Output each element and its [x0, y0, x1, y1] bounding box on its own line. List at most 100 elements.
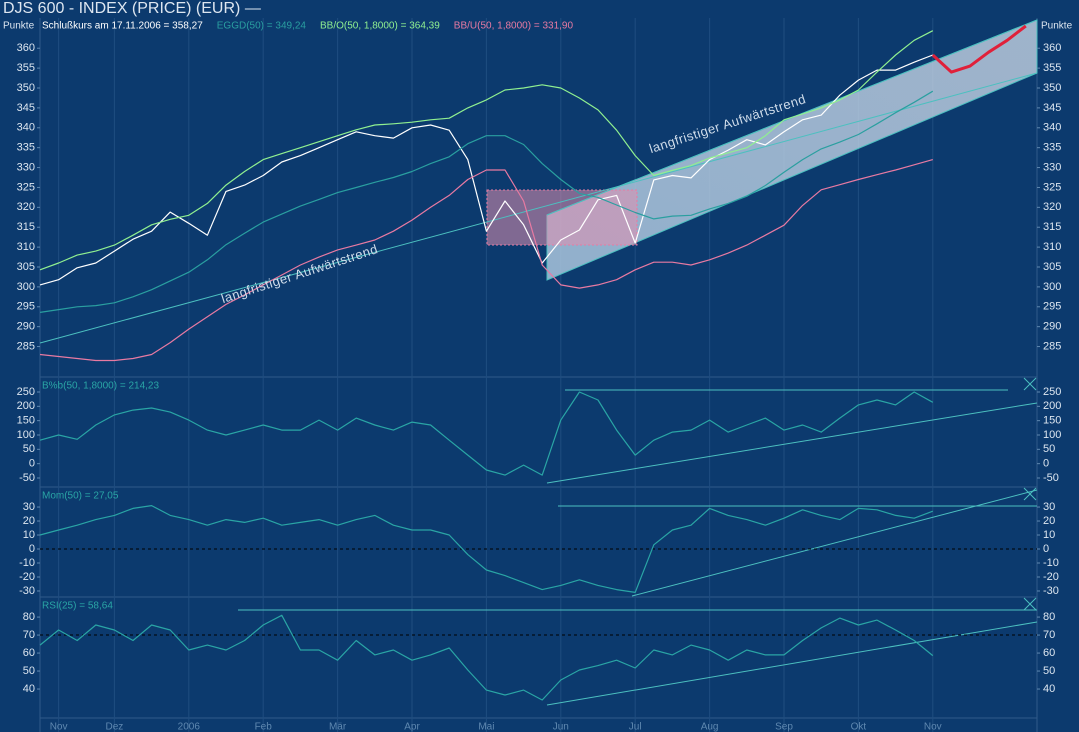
y-tick-label: 355: [17, 62, 35, 74]
y-tick-label: 0: [1043, 543, 1049, 555]
y-tick-label: 80: [1043, 611, 1055, 623]
y-tick-label: 310: [17, 241, 35, 253]
y-tick-label: 330: [17, 161, 35, 173]
y-tick-label: -50: [19, 472, 35, 484]
y-tick-label: -30: [1043, 585, 1059, 597]
y-tick-label: 335: [17, 142, 35, 154]
x-tick-label: Apr: [404, 722, 420, 732]
y-tick-label: 300: [1043, 281, 1061, 293]
y-tick-label: 325: [1043, 181, 1061, 193]
y-tick-label: -10: [19, 557, 35, 569]
range-box: [486, 189, 638, 246]
y-tick-label: 100: [1043, 429, 1061, 441]
y-tick-label: 150: [17, 415, 35, 427]
y-tick-label: 285: [1043, 340, 1061, 352]
y-tick-label: 0: [29, 458, 35, 470]
x-marker: [1023, 377, 1037, 391]
y-tick-label: 0: [29, 543, 35, 555]
y-tick-label: 295: [17, 301, 35, 313]
y-tick-label: 10: [23, 529, 35, 541]
series-line: [39, 391, 934, 476]
y-tick-label: 290: [1043, 321, 1061, 333]
y-tick-label: 325: [17, 181, 35, 193]
legend-entry: Mom(50) = 27,05: [42, 491, 119, 502]
y-tick-label: 305: [17, 261, 35, 273]
y-tick-label: 300: [17, 281, 35, 293]
y-tick-label: 350: [17, 82, 35, 94]
y-tick-label: 330: [1043, 161, 1061, 173]
x-marker: [1023, 597, 1037, 611]
x-tick-label: Nov: [924, 722, 942, 732]
y-tick-label: 40: [23, 683, 35, 695]
y-tick-label: 20: [23, 515, 35, 527]
y-tick-label: 295: [1043, 301, 1061, 313]
trend-line: [546, 402, 1038, 484]
trend-line: [546, 621, 1038, 706]
y-axis-label: Punkte: [1041, 21, 1073, 32]
x-marker: [1023, 487, 1037, 501]
y-tick-label: 50: [23, 443, 35, 455]
y-tick-label: 355: [1043, 62, 1061, 74]
y-tick-label: 50: [1043, 665, 1055, 677]
y-tick-label: 150: [1043, 415, 1061, 427]
y-tick-label: 335: [1043, 142, 1061, 154]
x-tick-label: Nov: [50, 722, 68, 732]
x-tick-label: Jun: [553, 722, 569, 732]
y-tick-label: 200: [1043, 400, 1061, 412]
x-tick-label: Feb: [255, 722, 273, 732]
trend-line: [631, 489, 1038, 597]
y-tick-label: 50: [1043, 443, 1055, 455]
y-tick-label: 315: [1043, 221, 1061, 233]
legend-entry: EGGD(50) = 349,24: [217, 21, 307, 32]
x-tick-label: Sep: [775, 722, 793, 732]
y-tick-label: 250: [17, 386, 35, 398]
y-tick-label: 350: [1043, 82, 1061, 94]
y-tick-label: 60: [23, 647, 35, 659]
x-tick-label: Okt: [851, 722, 867, 732]
y-tick-label: 10: [1043, 529, 1055, 541]
y-tick-label: 250: [1043, 386, 1061, 398]
y-tick-label: 20: [1043, 515, 1055, 527]
y-tick-label: 100: [17, 429, 35, 441]
y-tick-label: 360: [1043, 42, 1061, 54]
x-tick-label: Dez: [106, 722, 124, 732]
y-tick-label: 30: [23, 501, 35, 513]
x-tick-label: Mär: [329, 722, 347, 732]
y-tick-label: 310: [1043, 241, 1061, 253]
legend-entry: B%b(50, 1,8000) = 214,23: [42, 381, 159, 392]
series-line: [39, 30, 934, 271]
y-axis-label: Punkte: [3, 21, 35, 32]
y-tick-label: 285: [17, 340, 35, 352]
legend-entry: BB/O(50, 1,8000) = 364,39: [320, 21, 440, 32]
y-tick-label: 340: [17, 122, 35, 134]
y-tick-label: 70: [23, 629, 35, 641]
y-tick-label: 80: [23, 611, 35, 623]
x-tick-label: Jul: [629, 722, 642, 732]
y-tick-label: 320: [1043, 201, 1061, 213]
y-tick-label: 0: [1043, 458, 1049, 470]
trend-line: [39, 72, 1038, 344]
drawings: [39, 19, 1038, 706]
y-tick-label: 315: [17, 221, 35, 233]
y-tick-label: 305: [1043, 261, 1061, 273]
series-line: [39, 505, 934, 593]
y-tick-label: 360: [17, 42, 35, 54]
legend-entry: RSI(25) = 58,64: [42, 601, 113, 612]
series-line: [39, 54, 934, 286]
y-tick-label: 200: [17, 400, 35, 412]
x-tick-label: Aug: [701, 722, 719, 732]
y-tick-label: -50: [1043, 472, 1059, 484]
y-tick-label: 320: [17, 201, 35, 213]
legend-entry: BB/U(50, 1,8000) = 331,90: [454, 21, 574, 32]
chart-title: DJS 600 - INDEX (PRICE) (EUR) —: [3, 0, 261, 17]
y-tick-label: 345: [17, 102, 35, 114]
series-line: [39, 614, 934, 701]
series-line: [931, 24, 1027, 74]
y-tick-label: 30: [1043, 501, 1055, 513]
y-tick-label: 340: [1043, 122, 1061, 134]
series-line: [39, 90, 934, 313]
y-tick-label: -20: [19, 571, 35, 583]
series-line: [39, 159, 933, 362]
y-tick-label: -30: [19, 585, 35, 597]
